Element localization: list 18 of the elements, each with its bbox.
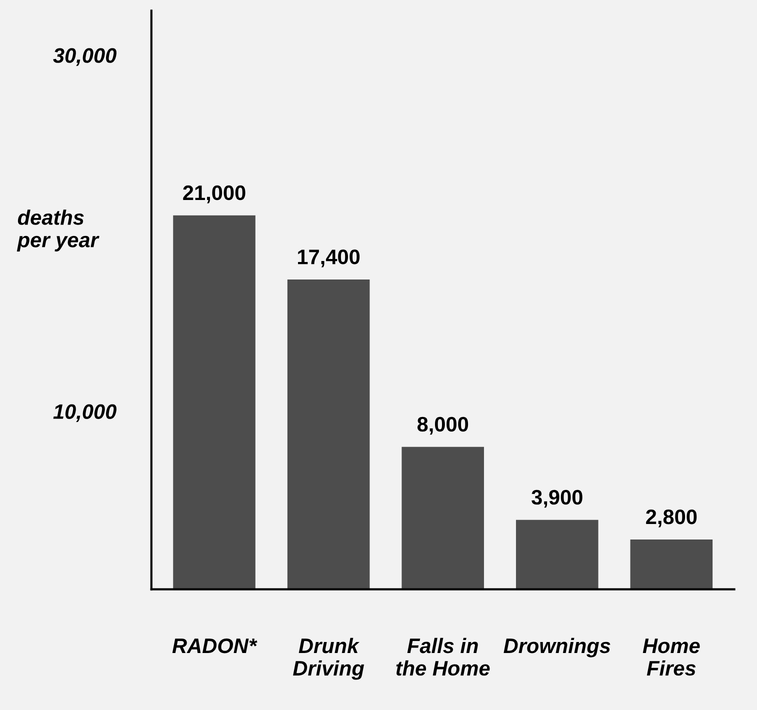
bar	[630, 539, 713, 590]
y-tick-label: 10,000	[53, 404, 116, 422]
x-tick-label: Drownings	[504, 638, 610, 658]
bar	[287, 280, 370, 590]
y-tick-label: 30,000	[53, 48, 116, 66]
bar	[402, 446, 484, 590]
data-label: 17,400	[298, 250, 360, 268]
x-tick-label: Drunk Driving	[293, 638, 364, 680]
data-label: 2,800	[646, 509, 697, 528]
x-tick-label: Home Fires	[642, 638, 700, 676]
x-tick-label: RADON*	[172, 638, 258, 654]
data-label: 3,900	[532, 490, 582, 508]
bar	[516, 520, 598, 590]
y-axis-title: deaths per year	[16, 210, 100, 252]
x-tick-label: Falls in the Home	[396, 638, 490, 676]
data-label: 8,000	[417, 416, 468, 435]
bar	[173, 215, 256, 590]
data-label: 21,000	[183, 185, 246, 204]
